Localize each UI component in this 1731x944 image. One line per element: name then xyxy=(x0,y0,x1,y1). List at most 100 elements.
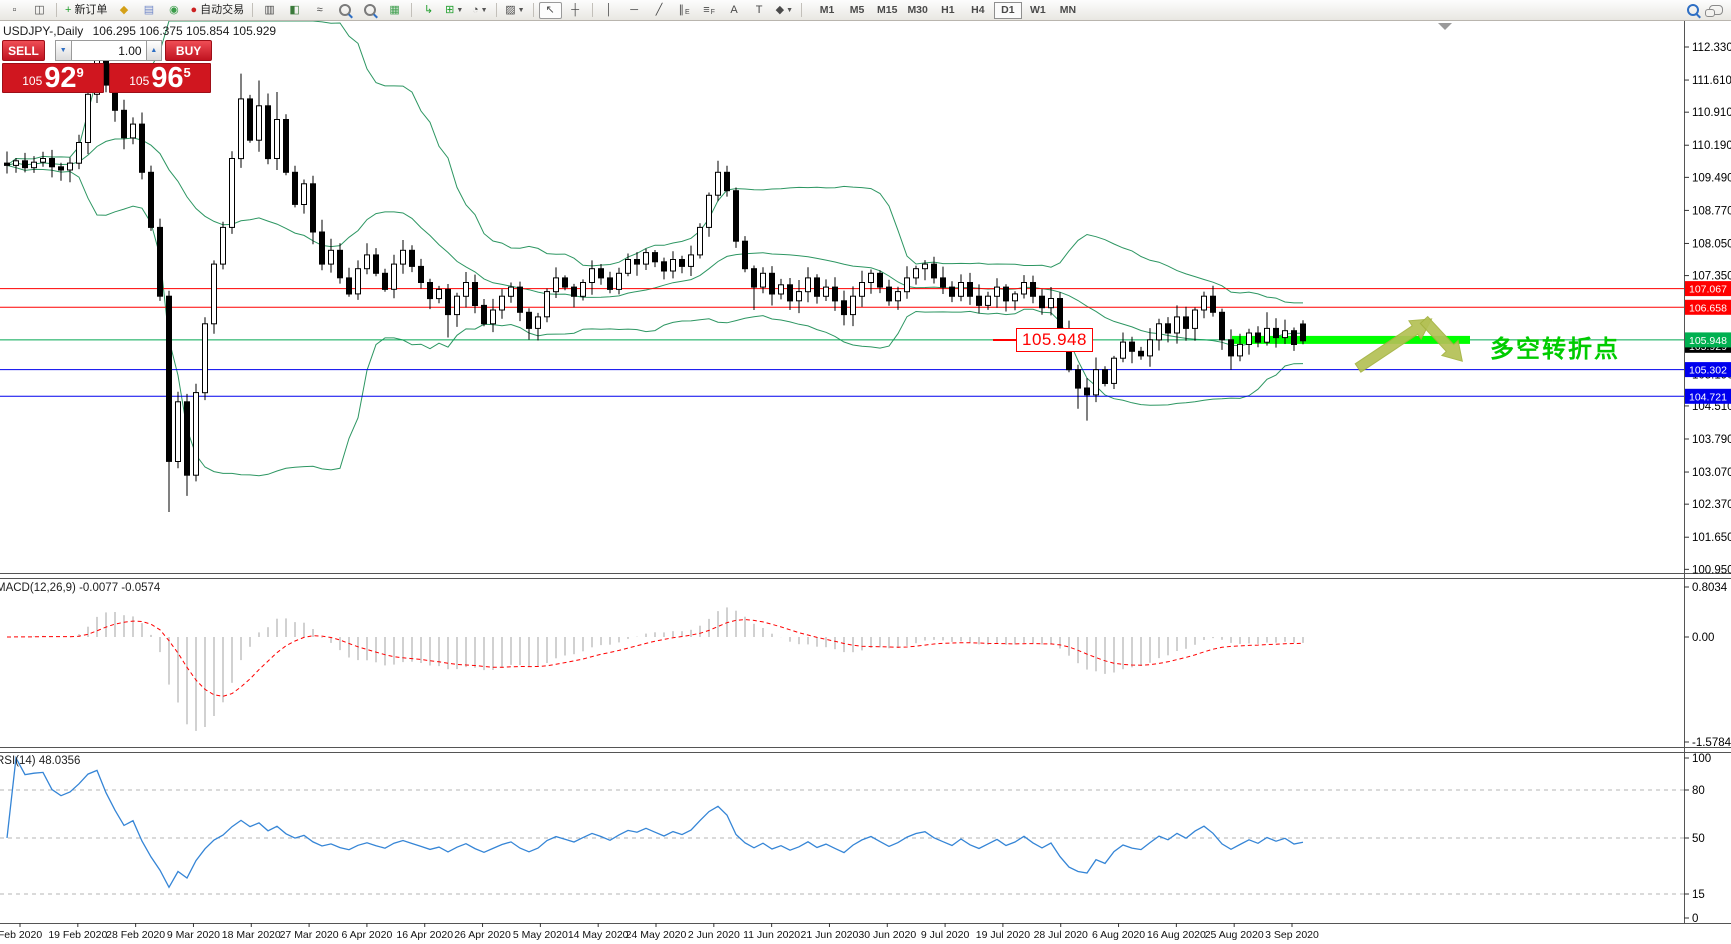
bullish-arrow-annotation[interactable] xyxy=(1354,318,1433,373)
arrows-objects-dropdown-icon: ▼ xyxy=(786,6,793,14)
timeframe-d1-button[interactable]: D1 xyxy=(993,1,1022,19)
volume-increase-button[interactable]: ▲ xyxy=(145,40,163,61)
price-tag-text: 106.658 xyxy=(1689,302,1727,314)
bar-chart-mode-button[interactable]: ▥ xyxy=(258,2,281,19)
new-order-button[interactable]: + 新订单 xyxy=(62,2,110,19)
timeframe-h1-button[interactable]: H1 xyxy=(941,4,955,16)
timeframe-m15-button[interactable]: M15 xyxy=(877,4,898,16)
candle-body xyxy=(319,231,325,265)
chat-icon[interactable] xyxy=(1705,5,1723,17)
timeframe-m5-button[interactable]: M5 xyxy=(849,4,865,16)
candle-body xyxy=(895,291,901,302)
candle-body xyxy=(337,249,343,279)
crosshair-button[interactable]: ┼ xyxy=(564,2,587,19)
date-tick-label: 6 Apr 2020 xyxy=(342,929,393,941)
sell-price-display[interactable]: 105 92 9 xyxy=(2,63,104,93)
volume-decrease-button[interactable]: ▼ xyxy=(54,40,72,61)
line-chart-mode-button[interactable]: ≈ xyxy=(308,2,331,19)
candle-body xyxy=(1273,327,1279,339)
navigator-button[interactable]: ◉ xyxy=(162,2,185,19)
text-label-button[interactable]: T xyxy=(748,2,771,19)
candle-body xyxy=(202,323,208,394)
equidistant-channel-button[interactable]: ∥ E xyxy=(673,2,696,19)
price-tick-label: 110.190 xyxy=(1692,140,1731,152)
price-tag-106.658 xyxy=(1685,299,1731,315)
chart-profile-button[interactable]: ◫ xyxy=(28,2,51,19)
candle-body xyxy=(481,304,487,325)
toolbar-right xyxy=(1687,4,1731,17)
date-tick-label: 19 Jul 2020 xyxy=(976,929,1030,941)
volume-input[interactable] xyxy=(71,40,146,61)
candlestick-mode-icon: ◧ xyxy=(289,3,300,16)
data-window-button[interactable]: ▤ xyxy=(137,2,160,19)
candle-body xyxy=(913,268,919,279)
price-tick-label: 112.330 xyxy=(1692,42,1731,54)
trade-panel-prices: 105 92 9 105 96 5 xyxy=(2,63,212,93)
new-chart-icon: ▫ xyxy=(12,3,17,16)
horizontal-line-icon: ─ xyxy=(630,3,638,16)
candle-body xyxy=(1012,293,1018,302)
candle-body xyxy=(1003,286,1009,302)
buy-price-prefix: 105 xyxy=(129,74,150,88)
cursor-button[interactable]: ↖ xyxy=(538,1,562,19)
candle-body xyxy=(1030,282,1036,297)
timeframe-h4-button[interactable]: H4 xyxy=(971,4,985,16)
trendline-button[interactable]: ╱ xyxy=(648,2,671,19)
candle-body xyxy=(40,158,46,163)
toolbar-separator xyxy=(411,3,413,17)
buy-price-display[interactable]: 105 96 5 xyxy=(109,63,211,93)
indicator-list-button[interactable]: ⊞ ▼ xyxy=(442,2,466,19)
text-button[interactable]: A xyxy=(723,2,746,19)
candle-body xyxy=(1084,387,1090,396)
candle-body xyxy=(769,272,775,295)
arrows-objects-button[interactable]: ◆ ▼ xyxy=(773,2,796,19)
zoom-in-button[interactable] xyxy=(333,2,356,19)
new-chart-button[interactable]: ▫ xyxy=(3,2,26,19)
turning-point-price-label[interactable]: 105.948 xyxy=(1016,328,1093,352)
timeframe-m30-button[interactable]: M30 xyxy=(907,4,928,16)
candle-body xyxy=(265,105,271,160)
timeframe-w1-button[interactable]: W1 xyxy=(1030,4,1046,16)
turning-zone-highlight-bar[interactable] xyxy=(1232,335,1470,344)
chart-shift-marker[interactable] xyxy=(1438,23,1452,30)
market-watch-button[interactable]: ◆ xyxy=(112,2,135,19)
candle-body xyxy=(1201,295,1207,311)
candle-body xyxy=(688,254,694,267)
fibonacci-retracement-button[interactable]: ≡ F xyxy=(698,2,721,19)
buy-button[interactable]: BUY xyxy=(165,40,213,61)
tile-windows-button[interactable]: ▦ xyxy=(383,2,406,19)
price-tick-label: 103.070 xyxy=(1692,467,1731,479)
price-tick-label: 107.350 xyxy=(1692,271,1731,283)
candle-body xyxy=(1237,343,1243,357)
annotation-text[interactable]: 多空转折点 xyxy=(1490,336,1620,363)
sell-button[interactable]: SELL xyxy=(2,40,45,61)
indicators-button[interactable]: ↳ xyxy=(417,2,440,19)
date-tick-label: 19 Feb 2020 xyxy=(48,929,107,941)
candle-body xyxy=(1210,295,1216,313)
auto-trading-button[interactable]: ● 自动交易 xyxy=(187,2,247,19)
templates-button[interactable]: ▨ ▼ xyxy=(502,2,527,19)
price-tick-label: 108.050 xyxy=(1692,238,1731,250)
rsi-tick-label: 0 xyxy=(1692,913,1698,925)
candle-body xyxy=(1156,323,1162,341)
macd-signal-line xyxy=(6,619,1304,697)
candle-body xyxy=(607,277,613,290)
vertical-line-button[interactable]: │ xyxy=(598,2,621,19)
price-tick-label: 103.790 xyxy=(1692,434,1731,446)
horizontal-line-button[interactable]: ─ xyxy=(623,2,646,19)
candlestick-mode-button[interactable]: ◧ xyxy=(283,2,306,19)
candle-body xyxy=(22,160,28,169)
candle-body xyxy=(391,263,397,290)
candle-body xyxy=(1102,369,1108,385)
price-tag-text: 107.067 xyxy=(1689,284,1727,296)
zoom-out-button[interactable] xyxy=(358,2,381,19)
search-icon[interactable] xyxy=(1687,4,1699,16)
bearish-arrow-annotation[interactable] xyxy=(1419,315,1463,362)
periods-button[interactable]: ◔ ▼ xyxy=(468,2,491,19)
candle-body xyxy=(787,284,793,302)
timeframe-m1-button[interactable]: M1 xyxy=(819,4,835,16)
price-tag-104.721 xyxy=(1685,388,1731,404)
date-tick-label: 26 Apr 2020 xyxy=(454,929,511,941)
timeframe-mn-button[interactable]: MN xyxy=(1059,4,1077,16)
